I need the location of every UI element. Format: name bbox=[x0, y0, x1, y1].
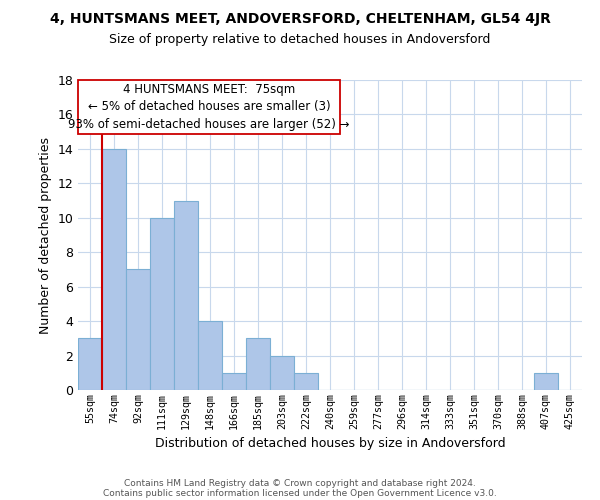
Text: Size of property relative to detached houses in Andoversford: Size of property relative to detached ho… bbox=[109, 32, 491, 46]
X-axis label: Distribution of detached houses by size in Andoversford: Distribution of detached houses by size … bbox=[155, 437, 505, 450]
FancyBboxPatch shape bbox=[78, 80, 340, 134]
Text: 4, HUNTSMANS MEET, ANDOVERSFORD, CHELTENHAM, GL54 4JR: 4, HUNTSMANS MEET, ANDOVERSFORD, CHELTEN… bbox=[50, 12, 550, 26]
Bar bbox=[174, 200, 198, 390]
Text: Contains HM Land Registry data © Crown copyright and database right 2024.: Contains HM Land Registry data © Crown c… bbox=[124, 478, 476, 488]
Text: 93% of semi-detached houses are larger (52) →: 93% of semi-detached houses are larger (… bbox=[68, 118, 350, 131]
Bar bbox=[246, 338, 270, 390]
Bar bbox=[198, 321, 222, 390]
Bar bbox=[126, 270, 150, 390]
Bar bbox=[534, 373, 558, 390]
Bar bbox=[150, 218, 174, 390]
Bar bbox=[270, 356, 294, 390]
Bar bbox=[78, 338, 102, 390]
Bar bbox=[222, 373, 246, 390]
Text: ← 5% of detached houses are smaller (3): ← 5% of detached houses are smaller (3) bbox=[88, 100, 331, 113]
Y-axis label: Number of detached properties: Number of detached properties bbox=[39, 136, 52, 334]
Text: Contains public sector information licensed under the Open Government Licence v3: Contains public sector information licen… bbox=[103, 490, 497, 498]
Text: 4 HUNTSMANS MEET:  75sqm: 4 HUNTSMANS MEET: 75sqm bbox=[123, 82, 295, 96]
Bar bbox=[102, 149, 126, 390]
Bar bbox=[294, 373, 318, 390]
